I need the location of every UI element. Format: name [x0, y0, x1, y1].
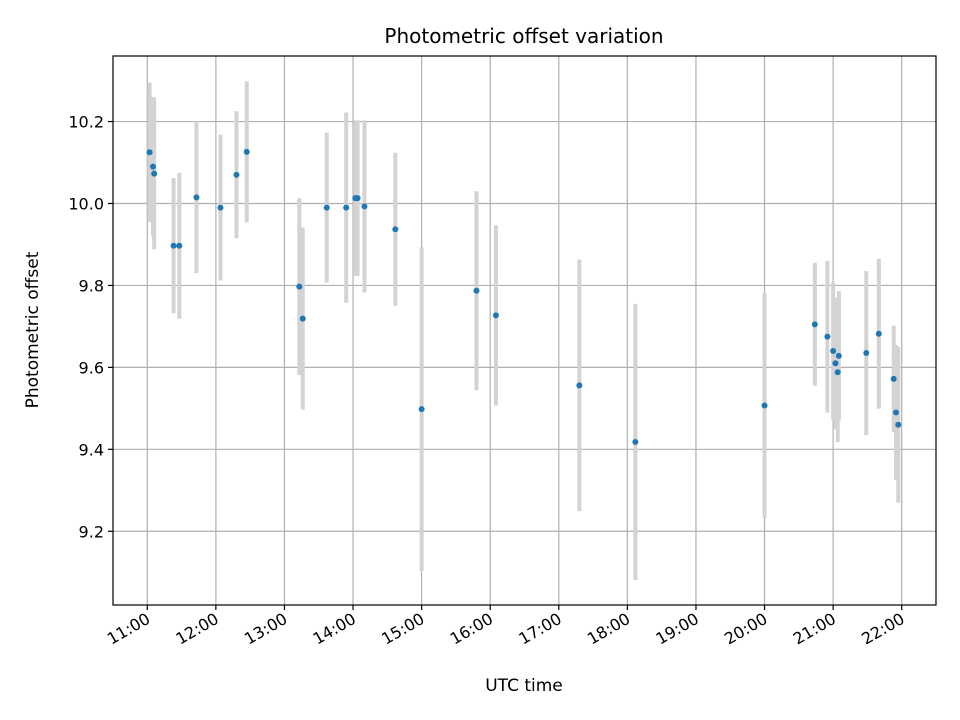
y-tick-label: 9.6	[79, 358, 104, 377]
plot-frame	[112, 55, 937, 606]
data-point	[473, 287, 480, 294]
data-point	[170, 242, 177, 249]
data-point	[361, 203, 368, 210]
y-tick-label: 10.2	[68, 113, 104, 132]
y-tick-label: 9.2	[79, 522, 104, 541]
data-point	[343, 204, 350, 211]
y-tick-label: 9.8	[79, 276, 104, 295]
y-axis-label: Photometric offset	[23, 251, 43, 408]
data-point	[632, 438, 639, 445]
data-point	[492, 312, 499, 319]
point-layer	[146, 148, 902, 445]
data-point	[146, 149, 153, 156]
data-point	[392, 226, 399, 233]
data-point	[895, 421, 902, 428]
data-point	[832, 360, 839, 367]
x-axis-label: UTC time	[485, 676, 563, 696]
data-point	[576, 382, 583, 389]
data-point	[323, 204, 330, 211]
data-point	[296, 283, 303, 290]
data-point	[176, 242, 183, 249]
chart-title: Photometric offset variation	[384, 24, 663, 48]
y-tick-label: 9.4	[79, 440, 104, 459]
data-point	[193, 194, 200, 201]
data-point	[830, 347, 837, 354]
data-point	[243, 148, 250, 155]
data-point	[863, 350, 870, 357]
data-point	[811, 321, 818, 328]
data-point	[217, 204, 224, 211]
y-tick-label: 10.0	[68, 194, 104, 213]
data-point	[418, 406, 425, 413]
data-point	[354, 195, 361, 202]
data-point	[761, 402, 768, 409]
data-point	[890, 375, 897, 382]
data-point	[150, 163, 157, 170]
data-point	[151, 170, 158, 177]
data-point	[875, 330, 882, 337]
data-point	[834, 369, 841, 376]
data-point	[824, 333, 831, 340]
data-point	[892, 409, 899, 416]
y-axis-ticks: 9.2 9.4 9.6 9.8 10.0 10.2	[68, 113, 113, 541]
data-point	[299, 315, 306, 322]
data-point	[835, 352, 842, 359]
data-point	[233, 171, 240, 178]
